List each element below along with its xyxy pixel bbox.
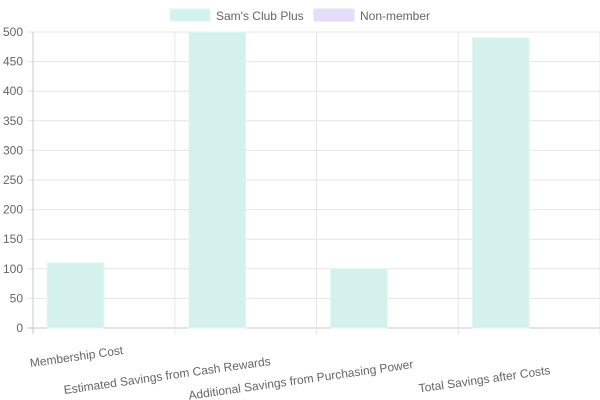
- y-tick-label: 300: [3, 143, 23, 157]
- bar-0-3[interactable]: [471, 37, 530, 329]
- y-tick-label: 400: [3, 84, 23, 98]
- legend: Sam's Club Plus Non-member: [169, 8, 430, 23]
- bar-0-2[interactable]: [330, 268, 388, 329]
- y-tick-label: 450: [3, 55, 23, 69]
- y-tick-label: 200: [3, 203, 23, 217]
- y-tick-label: 100: [3, 262, 23, 276]
- y-tick-label: 50: [10, 291, 24, 305]
- legend-label-0[interactable]: Sam's Club Plus: [216, 9, 304, 23]
- x-tick-label: Total Savings after Costs: [418, 363, 551, 395]
- x-tick-label: Membership Cost: [29, 343, 125, 370]
- y-tick-label: 500: [3, 25, 23, 39]
- y-tick-label: 250: [3, 173, 23, 187]
- grid-lines: [27, 31, 600, 334]
- bars: [46, 31, 530, 329]
- y-tick-label: 0: [16, 321, 23, 335]
- legend-swatch-1[interactable]: [313, 8, 355, 22]
- bar-0-0[interactable]: [46, 262, 105, 329]
- legend-swatch-0[interactable]: [169, 8, 211, 22]
- y-axis: 0 50 100 150 200 250 300 350 400 450 500: [3, 25, 23, 335]
- legend-label-1[interactable]: Non-member: [360, 9, 430, 23]
- y-tick-label: 350: [3, 114, 23, 128]
- y-tick-label: 150: [3, 232, 23, 246]
- bar-0-1[interactable]: [188, 31, 247, 329]
